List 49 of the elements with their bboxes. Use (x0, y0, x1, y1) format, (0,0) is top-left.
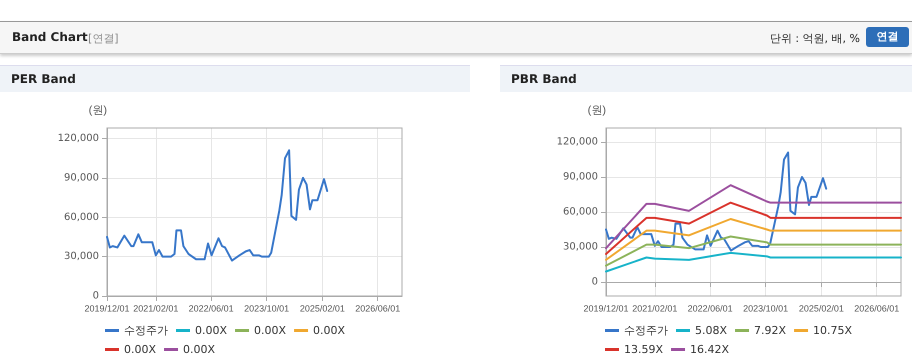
legend-label: 10.75X (813, 324, 853, 337)
line-series (605, 202, 902, 255)
y-tick-label: 90,000 (563, 172, 598, 182)
y-tick-label: 30,000 (64, 251, 99, 262)
y-axis-title: (원) (88, 104, 107, 116)
legend-label: 16.42X (690, 343, 730, 356)
legend-label: 0.00X (254, 324, 287, 337)
y-tick-label: 90,000 (64, 172, 99, 184)
y-tick-label: 120,000 (58, 133, 99, 144)
chart-title: PBR Band (500, 65, 912, 92)
legend-label: 수정주가 (624, 324, 668, 337)
x-tick-label: 2026/06/01 (854, 304, 900, 314)
line-series (605, 152, 828, 252)
x-tick-label: 2022/06/01 (688, 304, 733, 314)
x-tick-label: 2023/10/01 (244, 304, 290, 314)
x-tick-label: 2025/02/01 (300, 304, 345, 314)
legend-label: 13.59X (624, 343, 664, 356)
y-tick-label: 30,000 (563, 242, 598, 252)
line-series (605, 218, 902, 261)
legend-label: 0.00X (195, 324, 228, 337)
legend-label: 0.00X (124, 343, 156, 356)
y-tick-label: 60,000 (64, 212, 99, 223)
legend-label: 수정주가 (124, 324, 168, 337)
x-tick-label: 2026/06/01 (355, 304, 400, 314)
y-tick-label: 120,000 (556, 136, 598, 148)
x-tick-label: 2023/10/01 (743, 304, 788, 314)
line-series (605, 184, 902, 250)
legend-label: 0.00X (313, 324, 346, 337)
toggle-button: 연결 (866, 27, 909, 47)
x-tick-label: 2019/12/01 (84, 304, 130, 314)
line-series (605, 236, 902, 267)
line-series (106, 149, 328, 262)
y-tick-label: 0 (92, 290, 99, 302)
x-tick-label: 2021/02/01 (632, 304, 678, 314)
legend-label: 7.92X (754, 324, 787, 337)
text: 단위 : 억원, 배, % (770, 31, 860, 46)
y-tick-label: 0 (592, 276, 598, 288)
x-tick-label: 2025/02/01 (798, 304, 844, 314)
text: [연결] (88, 31, 119, 46)
legend-label: 0.00X (183, 343, 216, 356)
chart-title: PER Band (0, 65, 470, 92)
x-tick-label: 2019/12/01 (583, 304, 629, 314)
legend-label: 5.08X (695, 324, 728, 337)
x-tick-label: 2021/02/01 (133, 304, 178, 314)
line-series (605, 252, 902, 272)
y-tick-label: 60,000 (563, 206, 598, 218)
x-tick-label: 2022/06/01 (188, 304, 234, 314)
text: Band Chart (12, 30, 88, 44)
y-axis-title: (원) (588, 104, 606, 116)
